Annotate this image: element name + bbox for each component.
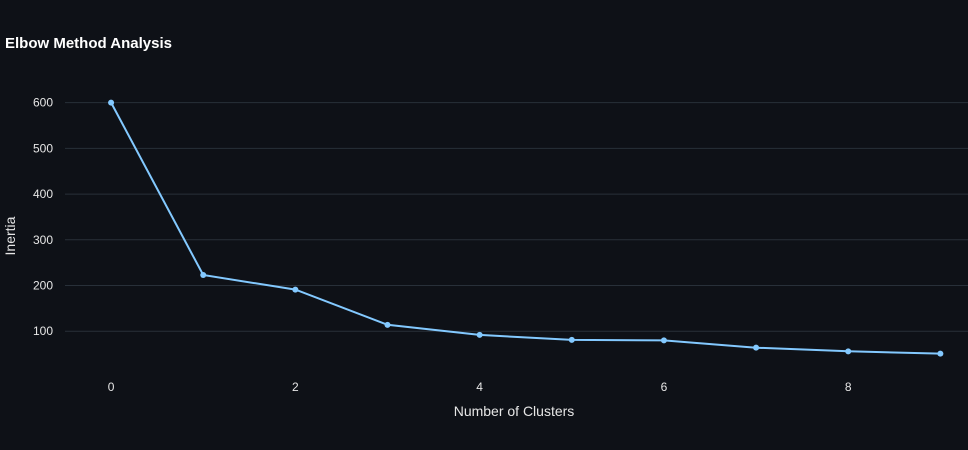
inertia-line[interactable] — [110, 102, 941, 355]
data-point[interactable] — [108, 99, 115, 106]
y-tick-labels: 100 200 300 400 500 600 — [33, 96, 53, 339]
data-points — [108, 99, 944, 357]
x-tick-label: 2 — [292, 380, 299, 394]
y-tick-label: 500 — [33, 141, 53, 155]
x-tick-labels: 0 2 4 6 8 — [108, 380, 852, 394]
data-point[interactable] — [476, 331, 483, 338]
data-point[interactable] — [753, 344, 760, 351]
y-axis-title: Inertia — [2, 216, 18, 255]
data-point[interactable] — [568, 336, 575, 343]
y-tick-label: 200 — [33, 279, 53, 293]
data-point[interactable] — [292, 286, 299, 293]
x-tick-label: 0 — [108, 380, 115, 394]
y-tick-label: 300 — [33, 233, 53, 247]
x-tick-label: 6 — [661, 380, 668, 394]
chart-title: Elbow Method Analysis — [5, 35, 172, 52]
y-tick-label: 400 — [33, 187, 53, 201]
data-point[interactable] — [200, 271, 207, 278]
x-tick-label: 8 — [845, 380, 852, 394]
x-axis-title: Number of Clusters — [454, 403, 575, 419]
data-point[interactable] — [384, 321, 391, 328]
data-point[interactable] — [660, 337, 667, 344]
y-tick-label: 100 — [33, 324, 53, 338]
y-tick-label: 600 — [33, 96, 53, 110]
data-point[interactable] — [845, 348, 852, 355]
x-tick-label: 4 — [476, 380, 483, 394]
data-point[interactable] — [937, 350, 944, 357]
y-grid — [65, 102, 968, 332]
